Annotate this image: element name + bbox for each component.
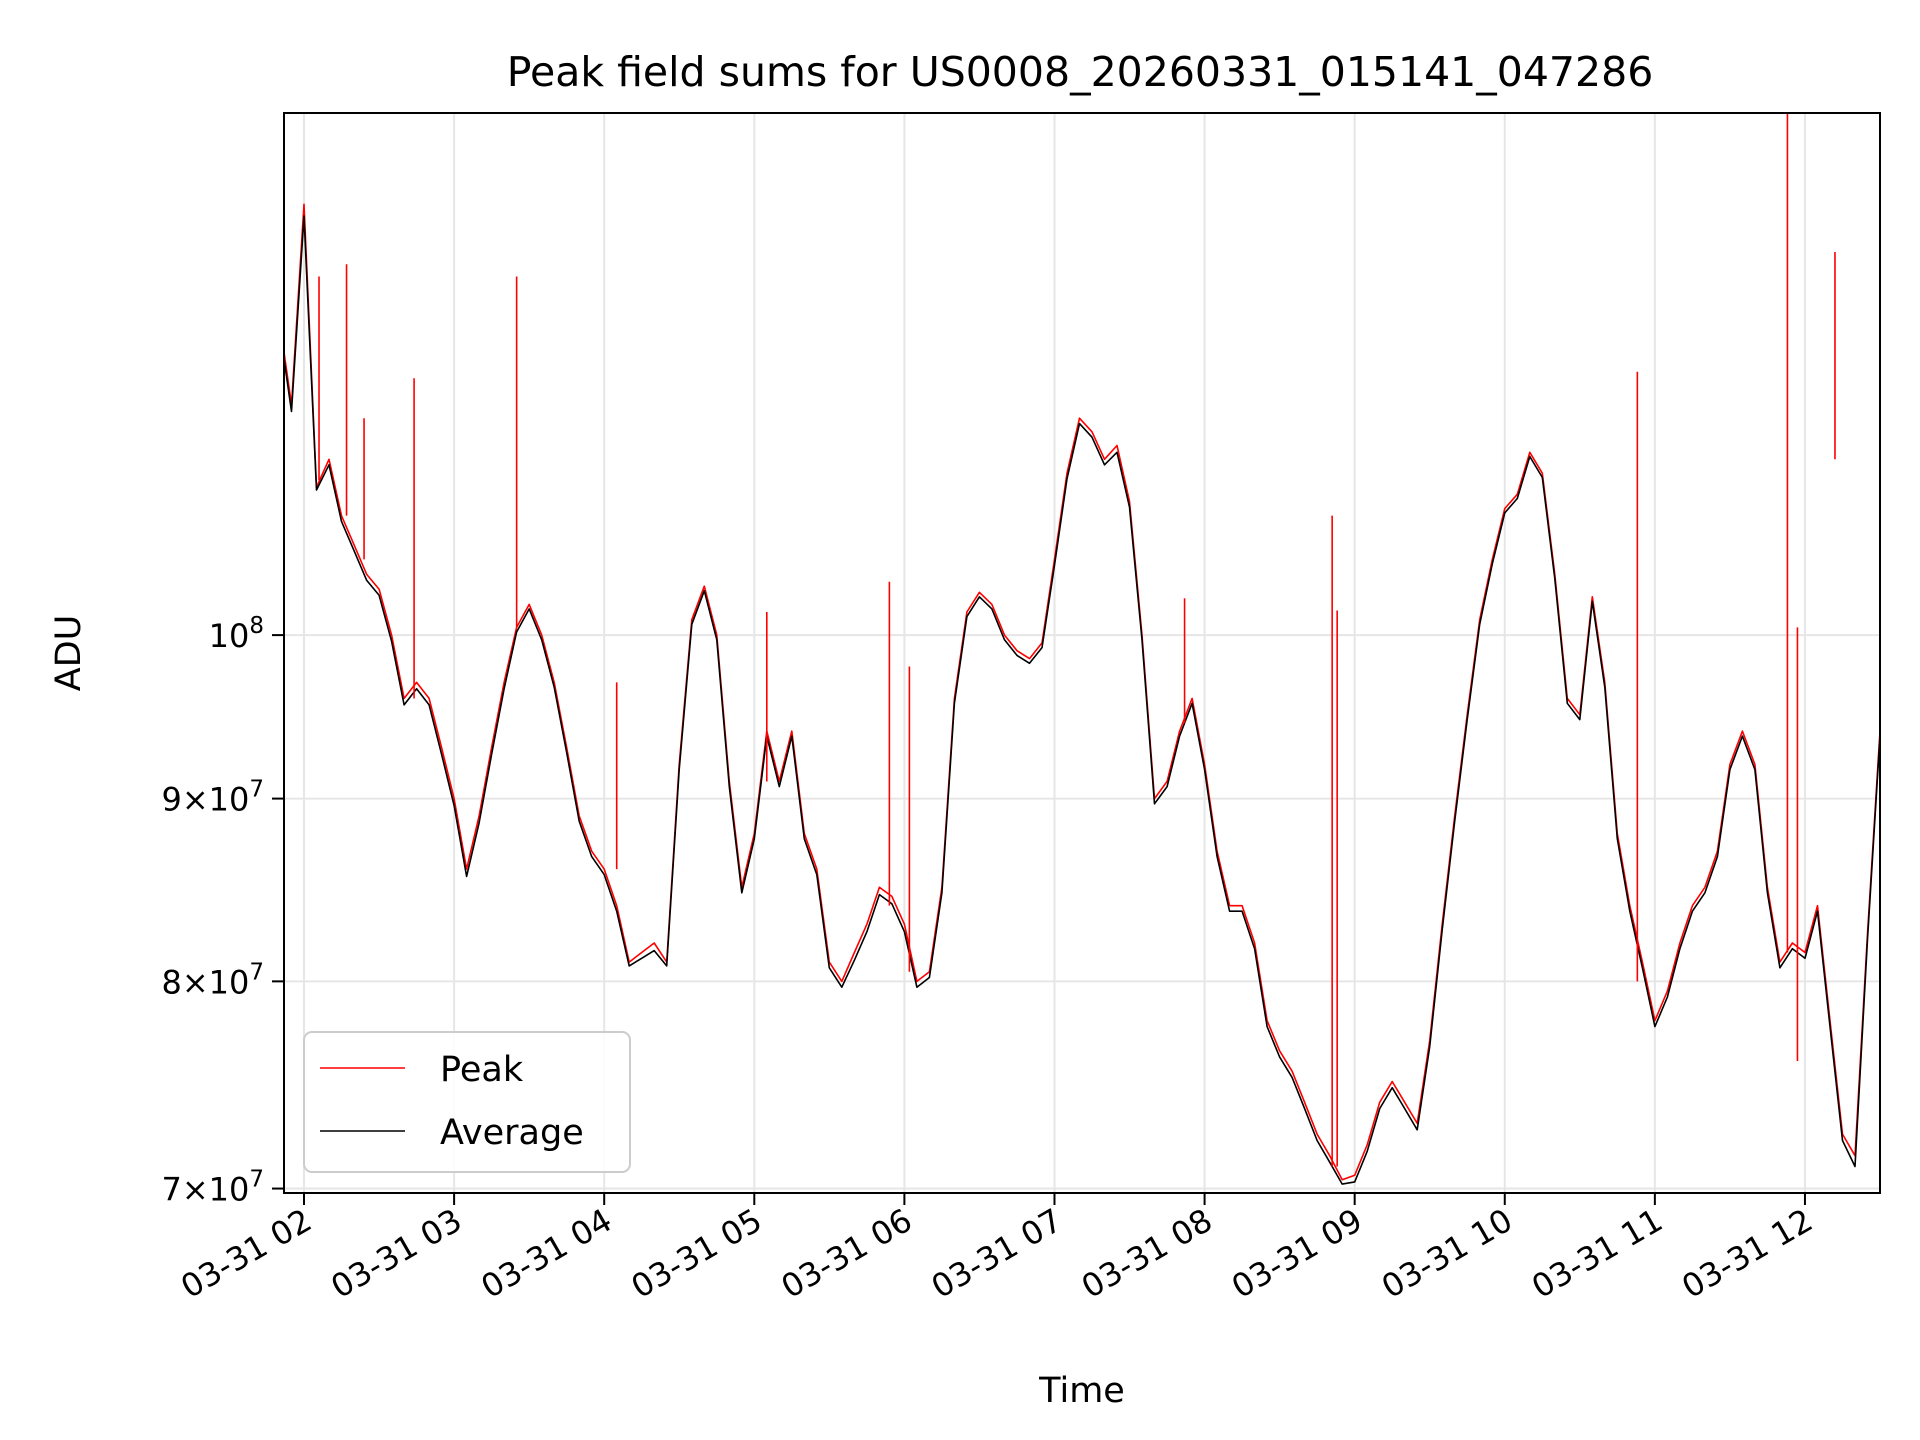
- plot-area: [284, 113, 1880, 1185]
- x-axis-label: Time: [1038, 1371, 1125, 1411]
- series-layer: [284, 113, 1880, 1185]
- grid: [284, 113, 1880, 1193]
- plot-frame: [283, 112, 1881, 1194]
- y-axis-label: ADU: [49, 615, 89, 692]
- legend-label-average: Average: [440, 1113, 584, 1153]
- legend-box: [303, 1031, 631, 1173]
- y-tick-label: 7×107: [161, 1167, 264, 1209]
- chart-title: Peak field sums for US0008_20260331_0151…: [507, 48, 1654, 96]
- y-axis: 7×107 8×107 9×107 108: [161, 613, 284, 1209]
- legend: Peak Average: [303, 1031, 631, 1173]
- y-tick-label: 8×107: [161, 959, 264, 1001]
- y-tick-label: 9×107: [161, 777, 264, 819]
- y-tick-label: 108: [209, 613, 264, 655]
- legend-label-peak: Peak: [440, 1050, 524, 1090]
- series-line-average: [284, 215, 1880, 1185]
